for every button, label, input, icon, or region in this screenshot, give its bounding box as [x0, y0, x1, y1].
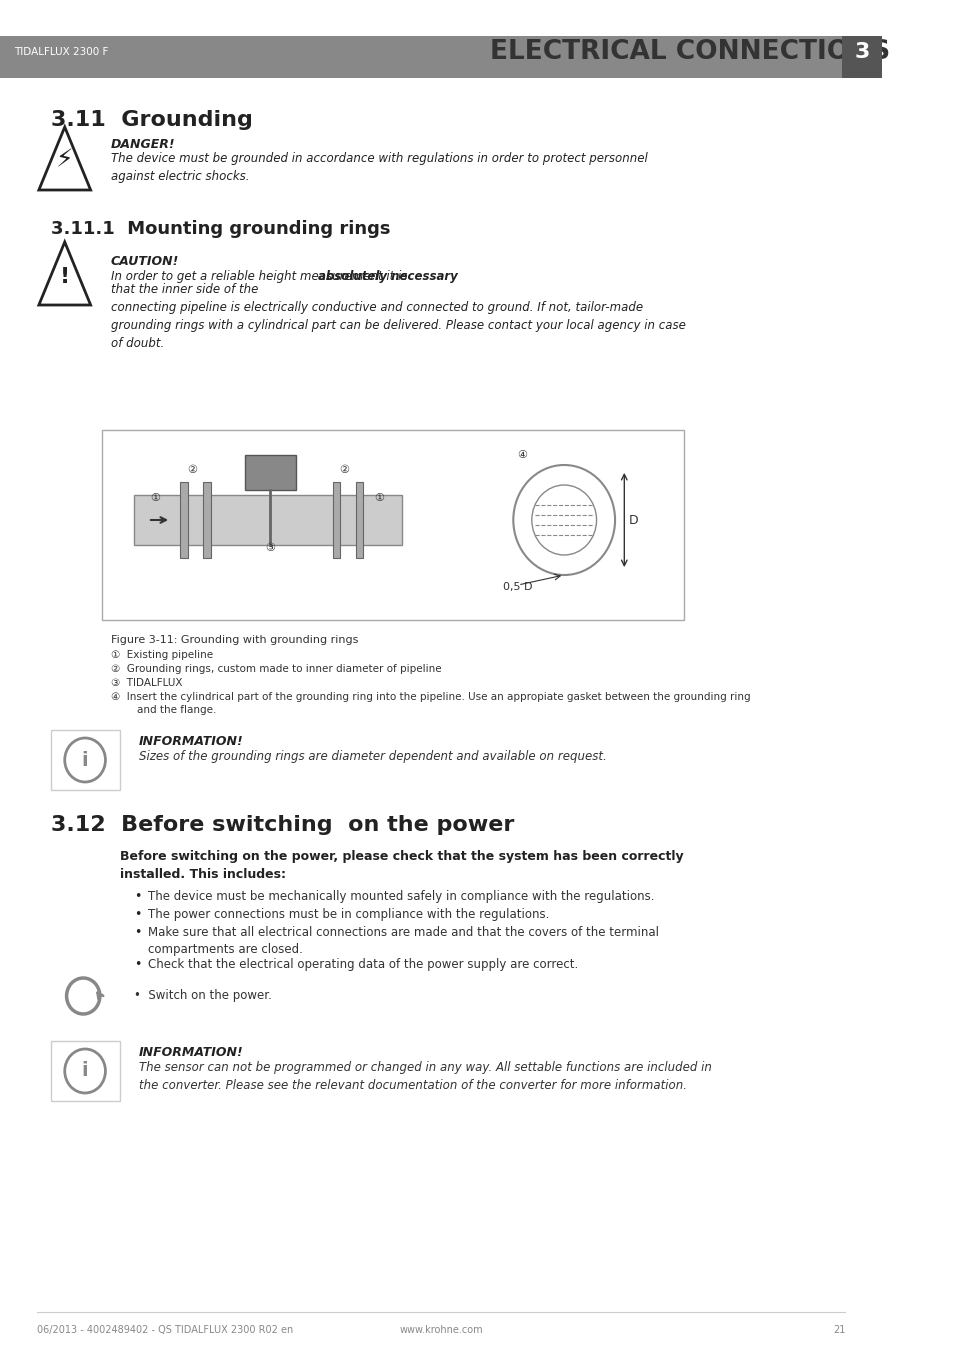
Text: INFORMATION!: INFORMATION! [138, 735, 243, 748]
Text: ①: ① [151, 493, 160, 503]
Text: ②: ② [187, 465, 197, 476]
Text: ①  Existing pipeline: ① Existing pipeline [111, 650, 213, 661]
Text: CAUTION!: CAUTION! [111, 255, 179, 267]
FancyBboxPatch shape [51, 1042, 120, 1101]
Text: •: • [134, 890, 141, 902]
Text: •  Switch on the power.: • Switch on the power. [134, 989, 272, 1002]
Text: ④  Insert the cylindrical part of the grounding ring into the pipeline. Use an a: ④ Insert the cylindrical part of the gro… [111, 692, 750, 715]
FancyBboxPatch shape [180, 482, 188, 558]
Text: In order to get a reliable height measurement it is: In order to get a reliable height measur… [111, 270, 411, 282]
Text: INFORMATION!: INFORMATION! [138, 1046, 243, 1059]
Text: DANGER!: DANGER! [111, 138, 175, 151]
FancyBboxPatch shape [51, 730, 120, 790]
Text: Check that the electrical operating data of the power supply are correct.: Check that the electrical operating data… [148, 958, 578, 971]
Text: D: D [628, 513, 638, 527]
FancyBboxPatch shape [0, 36, 882, 78]
Text: 3.11  Grounding: 3.11 Grounding [51, 109, 253, 130]
Text: 21: 21 [832, 1325, 844, 1335]
Text: 3.11.1  Mounting grounding rings: 3.11.1 Mounting grounding rings [51, 220, 390, 238]
Text: The sensor can not be programmed or changed in any way. All settable functions a: The sensor can not be programmed or chan… [138, 1061, 711, 1092]
Text: ③: ③ [265, 543, 274, 553]
Text: The power connections must be in compliance with the regulations.: The power connections must be in complia… [148, 908, 549, 921]
FancyBboxPatch shape [102, 430, 683, 620]
Text: absolutely necessary: absolutely necessary [317, 270, 457, 282]
Text: ②: ② [338, 465, 349, 476]
Text: i: i [82, 1062, 89, 1081]
Text: 3.12  Before switching  on the power: 3.12 Before switching on the power [51, 815, 514, 835]
FancyBboxPatch shape [134, 494, 402, 544]
Text: Before switching on the power, please check that the system has been correctly
i: Before switching on the power, please ch… [120, 850, 683, 881]
Text: ELECTRICAL CONNECTIONS: ELECTRICAL CONNECTIONS [490, 39, 889, 65]
FancyBboxPatch shape [355, 482, 363, 558]
Text: The device must be grounded in accordance with regulations in order to protect p: The device must be grounded in accordanc… [111, 153, 647, 182]
Text: •: • [134, 908, 141, 921]
Text: Figure 3-11: Grounding with grounding rings: Figure 3-11: Grounding with grounding ri… [111, 635, 358, 644]
Text: The device must be mechanically mounted safely in compliance with the regulation: The device must be mechanically mounted … [148, 890, 654, 902]
Text: !: ! [60, 267, 70, 286]
FancyBboxPatch shape [203, 482, 211, 558]
Text: Sizes of the grounding rings are diameter dependent and available on request.: Sizes of the grounding rings are diamete… [138, 750, 606, 763]
FancyBboxPatch shape [245, 455, 295, 490]
Text: 06/2013 - 4002489402 - QS TIDALFLUX 2300 R02 en: 06/2013 - 4002489402 - QS TIDALFLUX 2300… [37, 1325, 293, 1335]
Text: ④: ④ [517, 450, 527, 459]
Text: ③  TIDALFLUX: ③ TIDALFLUX [111, 678, 182, 688]
Text: ①: ① [374, 493, 384, 503]
Text: Make sure that all electrical connections are made and that the covers of the te: Make sure that all electrical connection… [148, 925, 659, 957]
Text: ②  Grounding rings, custom made to inner diameter of pipeline: ② Grounding rings, custom made to inner … [111, 663, 441, 674]
Text: TIDALFLUX 2300 F: TIDALFLUX 2300 F [14, 47, 108, 57]
Text: ⚡: ⚡ [56, 149, 73, 172]
Text: that the inner side of the
connecting pipeline is electrically conductive and co: that the inner side of the connecting pi… [111, 282, 685, 350]
Text: i: i [82, 751, 89, 770]
Text: 3: 3 [854, 42, 869, 62]
Text: •: • [134, 958, 141, 971]
FancyBboxPatch shape [333, 482, 340, 558]
FancyBboxPatch shape [841, 36, 882, 78]
Text: www.krohne.com: www.krohne.com [399, 1325, 482, 1335]
Text: •: • [134, 925, 141, 939]
Text: 0,5 D: 0,5 D [502, 582, 532, 592]
